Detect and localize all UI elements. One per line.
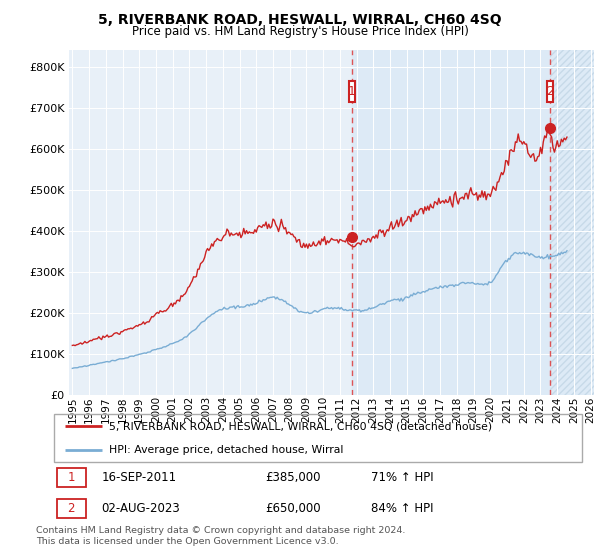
Text: 5, RIVERBANK ROAD, HESWALL, WIRRAL, CH60 4SQ (detached house): 5, RIVERBANK ROAD, HESWALL, WIRRAL, CH60… <box>109 421 493 431</box>
Text: 71% ↑ HPI: 71% ↑ HPI <box>371 471 433 484</box>
Text: 1: 1 <box>348 85 356 98</box>
Text: Price paid vs. HM Land Registry's House Price Index (HPI): Price paid vs. HM Land Registry's House … <box>131 25 469 38</box>
Text: 1: 1 <box>67 471 75 484</box>
FancyBboxPatch shape <box>547 81 553 102</box>
Text: 02-AUG-2023: 02-AUG-2023 <box>101 502 180 515</box>
Bar <box>56 500 86 519</box>
Bar <box>550 50 594 395</box>
Text: 2: 2 <box>67 502 75 515</box>
Text: 16-SEP-2011: 16-SEP-2011 <box>101 471 176 484</box>
Text: 5, RIVERBANK ROAD, HESWALL, WIRRAL, CH60 4SQ: 5, RIVERBANK ROAD, HESWALL, WIRRAL, CH60… <box>98 13 502 27</box>
Bar <box>352 50 550 395</box>
Bar <box>56 468 86 487</box>
Text: 84% ↑ HPI: 84% ↑ HPI <box>371 502 433 515</box>
Text: Contains HM Land Registry data © Crown copyright and database right 2024.
This d: Contains HM Land Registry data © Crown c… <box>36 526 406 546</box>
FancyBboxPatch shape <box>349 81 355 102</box>
Text: HPI: Average price, detached house, Wirral: HPI: Average price, detached house, Wirr… <box>109 445 344 455</box>
Text: £385,000: £385,000 <box>265 471 321 484</box>
Text: £650,000: £650,000 <box>265 502 321 515</box>
Bar <box>550 50 594 395</box>
Text: 2: 2 <box>546 85 554 98</box>
